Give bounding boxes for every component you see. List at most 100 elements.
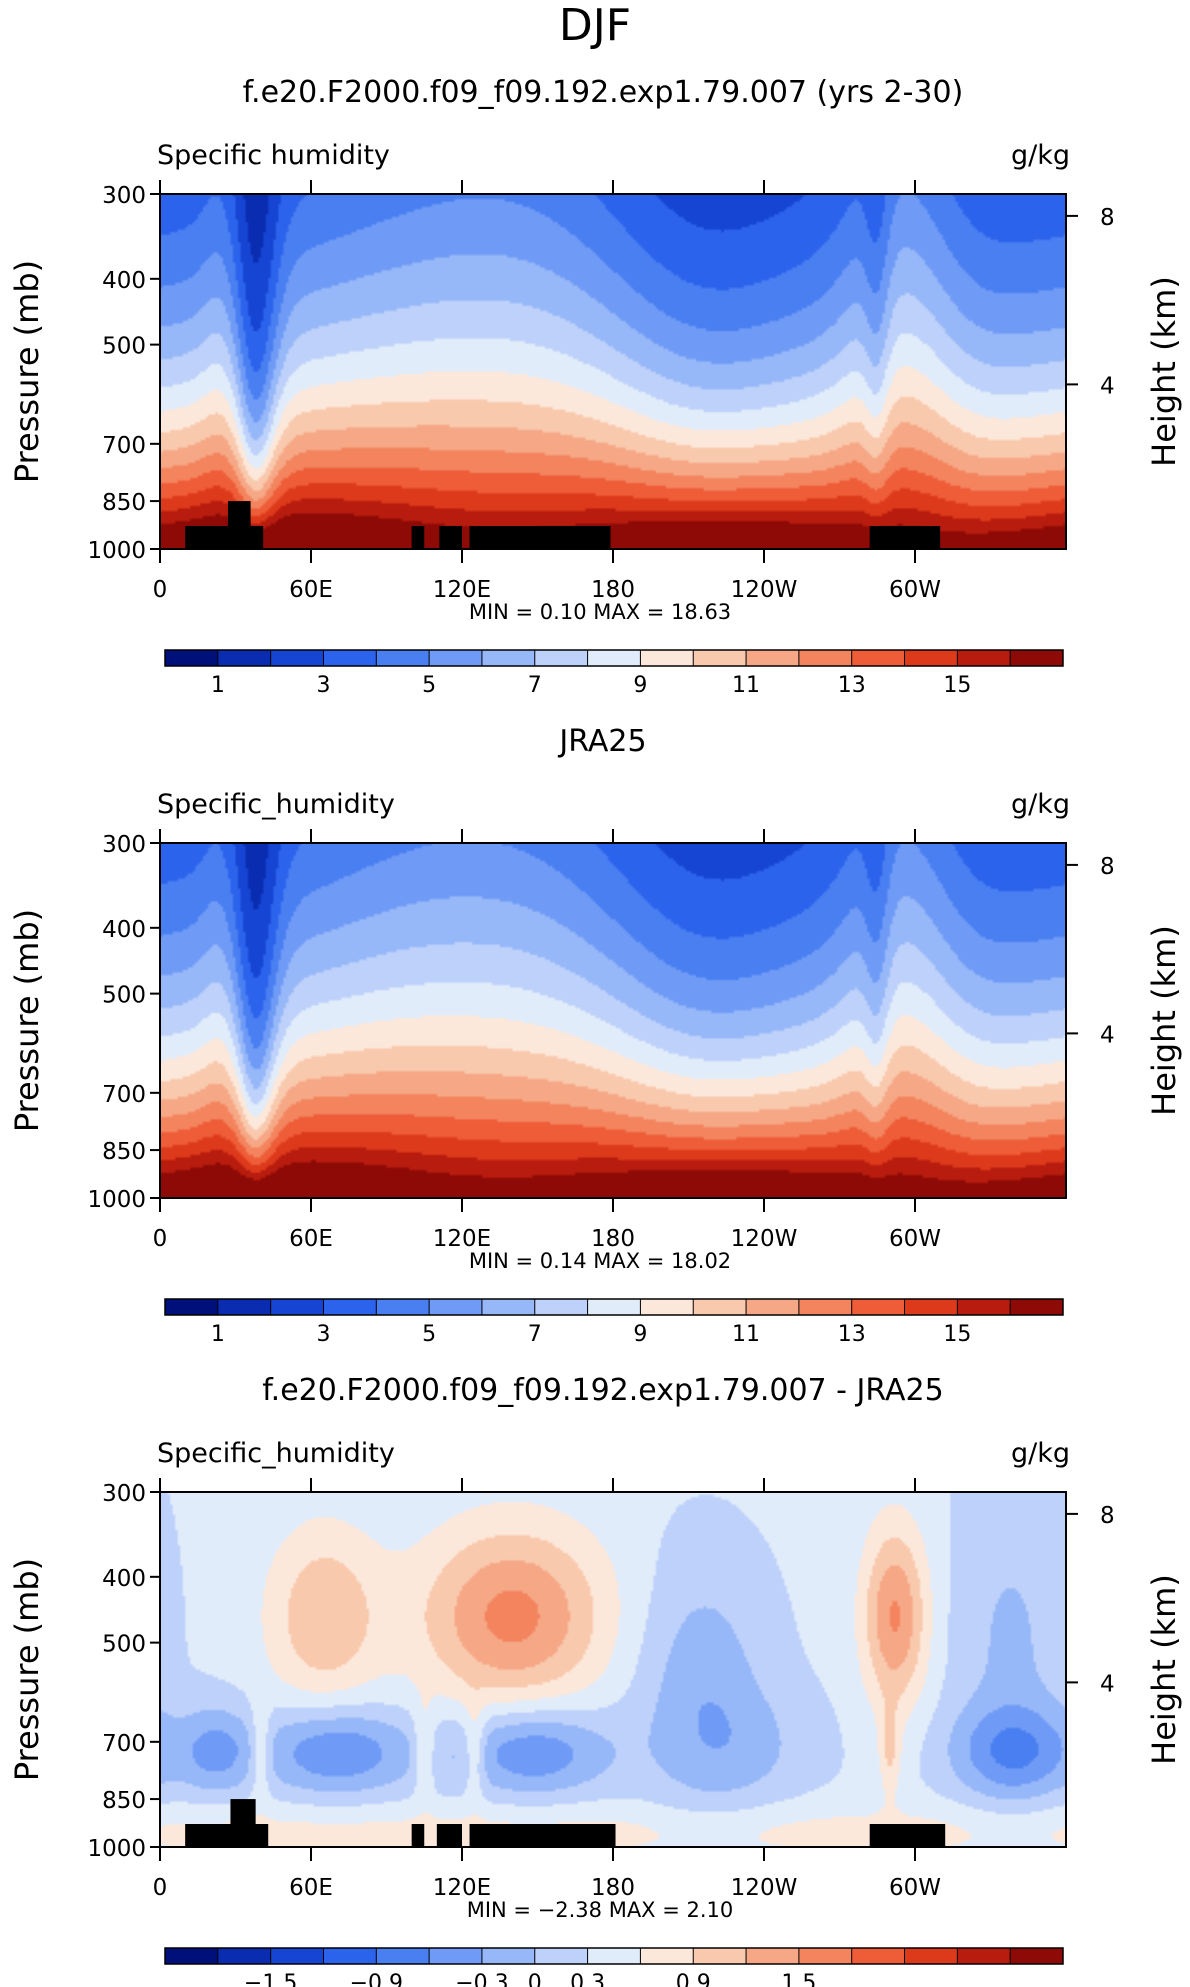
colorbar-label: 9 — [633, 1322, 647, 1347]
y-tick-label: 400 — [102, 1566, 146, 1592]
land-mask-group — [185, 1799, 946, 1847]
stats-label: MIN = −2.38 MAX = 2.10 — [467, 1898, 734, 1922]
land-mask-block — [869, 1824, 946, 1847]
colorbar-label: 5 — [422, 673, 436, 698]
colorbar-swatch — [640, 650, 694, 666]
colorbar-swatch — [270, 1948, 324, 1964]
colorbar-label: 1.5 — [781, 1971, 816, 1987]
colorbar-frame — [164, 1947, 1064, 1965]
colorbar-label: 15 — [943, 673, 971, 698]
chart-panel-1: f.e20.F2000.f09_f09.192.exp1.79.007 (yrs… — [8, 75, 1183, 698]
colorbar-swatch — [904, 1299, 958, 1315]
y-tick-label: 300 — [102, 832, 146, 858]
colorbar-frame — [164, 649, 1064, 667]
x-tick-label: 120E — [433, 1875, 491, 1901]
colorbar-swatch — [165, 1948, 219, 1964]
y-axis-title: Pressure (mb) — [8, 909, 46, 1132]
colorbar-swatch — [481, 650, 536, 666]
units-label: g/kg — [1011, 789, 1070, 820]
y-tick-label: 400 — [102, 917, 146, 943]
x-tick-label: 60E — [289, 1875, 333, 1901]
variable-label: Specific humidity — [157, 140, 390, 171]
colorbar-swatch — [534, 1299, 589, 1315]
colorbar-swatch — [640, 1299, 694, 1315]
colorbar-swatch — [481, 1948, 536, 1964]
y-tick-label: 300 — [102, 1481, 146, 1507]
colorbar-swatch — [165, 650, 219, 666]
colorbar-swatch — [746, 1948, 800, 1964]
x-tick-label: 180 — [591, 1226, 635, 1252]
y2-tick-label: 8 — [1100, 205, 1115, 231]
units-label: g/kg — [1011, 140, 1070, 171]
x-tick-label: 0 — [153, 577, 168, 603]
colorbar-label: 7 — [528, 673, 542, 698]
land-mask-block — [439, 526, 462, 549]
x-tick-label: 120E — [433, 1226, 491, 1252]
y-tick-label: 850 — [102, 1139, 146, 1165]
colorbar-label: 15 — [943, 1322, 971, 1347]
colorbar-label: 13 — [838, 673, 866, 698]
colorbar-swatch — [323, 650, 377, 666]
y-tick-label: 850 — [102, 1788, 146, 1814]
y2-tick-label: 4 — [1100, 373, 1115, 399]
colorbar-swatch — [217, 1299, 272, 1315]
x-tick-label: 180 — [591, 577, 635, 603]
colorbar-label: −0.9 — [350, 1971, 403, 1987]
heatmap-field — [160, 1492, 1066, 1847]
y2-tick-label: 4 — [1100, 1671, 1115, 1697]
y2-axis-title: Height (km) — [1145, 1574, 1183, 1765]
y2-tick-label: 8 — [1100, 854, 1115, 880]
y-tick-label: 300 — [102, 183, 146, 209]
x-tick-label: 60E — [289, 1226, 333, 1252]
y2-axis-title: Height (km) — [1145, 925, 1183, 1116]
colorbar-swatch — [693, 1948, 747, 1964]
stats-label: MIN = 0.10 MAX = 18.63 — [469, 600, 731, 624]
y-tick-label: 700 — [102, 1082, 146, 1108]
colorbar-label: 1 — [211, 673, 225, 698]
chart-title: f.e20.F2000.f09_f09.192.exp1.79.007 (yrs… — [243, 75, 964, 110]
colorbar-label: 3 — [316, 673, 330, 698]
stats-label: MIN = 0.14 MAX = 18.02 — [469, 1249, 731, 1273]
chart-title: f.e20.F2000.f09_f09.192.exp1.79.007 - JR… — [262, 1373, 943, 1408]
chart-panel-3: f.e20.F2000.f09_f09.192.exp1.79.007 - JR… — [8, 1373, 1183, 1987]
y-tick-label: 700 — [102, 433, 146, 459]
y-axis-title: Pressure (mb) — [8, 260, 46, 483]
y-tick-label: 500 — [102, 983, 146, 1009]
colorbar-swatch — [746, 650, 800, 666]
x-tick-label: 0 — [153, 1226, 168, 1252]
colorbar-label: 0.3 — [570, 1971, 605, 1987]
y2-axis-title: Height (km) — [1145, 276, 1183, 467]
colorbar-label: −0.3 — [455, 1971, 508, 1987]
colorbar-label: 13 — [838, 1322, 866, 1347]
x-tick-label: 60W — [889, 577, 941, 603]
colorbar-swatch — [270, 650, 324, 666]
colorbar-swatch — [1010, 650, 1064, 666]
heatmap-field — [160, 194, 1066, 549]
y-tick-label: 1000 — [87, 538, 146, 564]
colorbar-label: 7 — [528, 1322, 542, 1347]
colorbar-swatch — [323, 1299, 377, 1315]
y-tick-label: 700 — [102, 1731, 146, 1757]
colorbar-swatch — [640, 1948, 694, 1964]
colorbar-swatch — [798, 1948, 853, 1964]
land-mask-block — [185, 526, 264, 549]
colorbar-label: −1.5 — [244, 1971, 297, 1987]
colorbar-swatch — [429, 650, 483, 666]
colorbar-swatch — [217, 1948, 272, 1964]
land-mask-block — [469, 1824, 616, 1847]
colorbar-swatch — [957, 650, 1011, 666]
y-tick-label: 1000 — [87, 1836, 146, 1862]
colorbar-swatch — [798, 650, 853, 666]
x-tick-label: 180 — [591, 1875, 635, 1901]
x-tick-label: 120W — [731, 1875, 798, 1901]
land-mask-block — [869, 526, 941, 549]
colorbar-swatch — [534, 1948, 589, 1964]
x-tick-label: 120W — [731, 1226, 798, 1252]
land-mask-block — [436, 1824, 462, 1847]
variable-label: Specific_humidity — [157, 789, 395, 820]
heatmap-field — [160, 843, 1066, 1198]
colorbar-swatch — [693, 1299, 747, 1315]
land-mask-block — [469, 526, 611, 549]
colorbar-swatch — [376, 1948, 430, 1964]
